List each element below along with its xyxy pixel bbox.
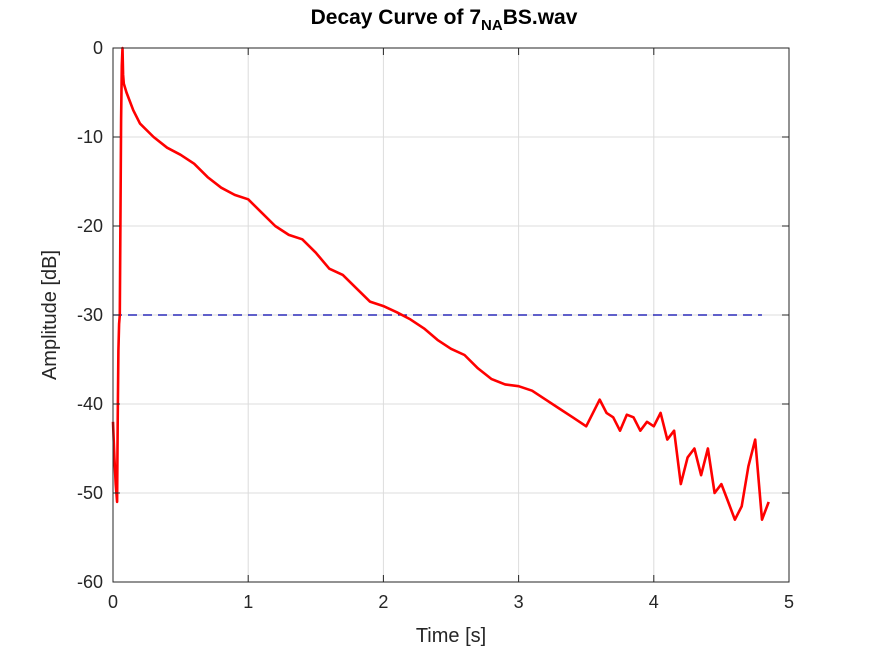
x-axis-label: Time [s] xyxy=(416,625,486,647)
axis-ticks xyxy=(112,47,790,583)
y-tick-label-2: -20 xyxy=(77,216,103,236)
x-tick-label-5: 5 xyxy=(784,592,794,612)
y-tick-label-6: -60 xyxy=(77,572,103,592)
chart-title-suffix: BS.wav xyxy=(503,6,578,29)
series-line-0 xyxy=(111,46,770,521)
x-tick-label-1: 1 xyxy=(243,592,253,612)
y-tick-labels: 0 -10 -20 -30 -40 -50 -60 xyxy=(77,38,103,592)
chart-title-subscript: NA xyxy=(481,17,503,34)
y-tick-label-3: -30 xyxy=(77,305,103,325)
x-tick-label-0: 0 xyxy=(108,592,118,612)
y-tick-label-4: -40 xyxy=(77,394,103,414)
x-tick-label-4: 4 xyxy=(649,592,659,612)
chart-title: Decay Curve of 7NABS.wav xyxy=(311,6,578,34)
y-tick-label-1: -10 xyxy=(77,127,103,147)
chart-title-main: Decay Curve of 7 xyxy=(311,6,481,29)
y-tick-label-0: 0 xyxy=(93,38,103,58)
x-tick-label-3: 3 xyxy=(514,592,524,612)
y-tick-label-5: -50 xyxy=(77,483,103,503)
series-group xyxy=(111,46,770,521)
x-tick-label-2: 2 xyxy=(378,592,388,612)
x-tick-labels: 0 1 2 3 4 5 xyxy=(108,592,794,612)
y-axis-label: Amplitude [dB] xyxy=(39,250,61,380)
